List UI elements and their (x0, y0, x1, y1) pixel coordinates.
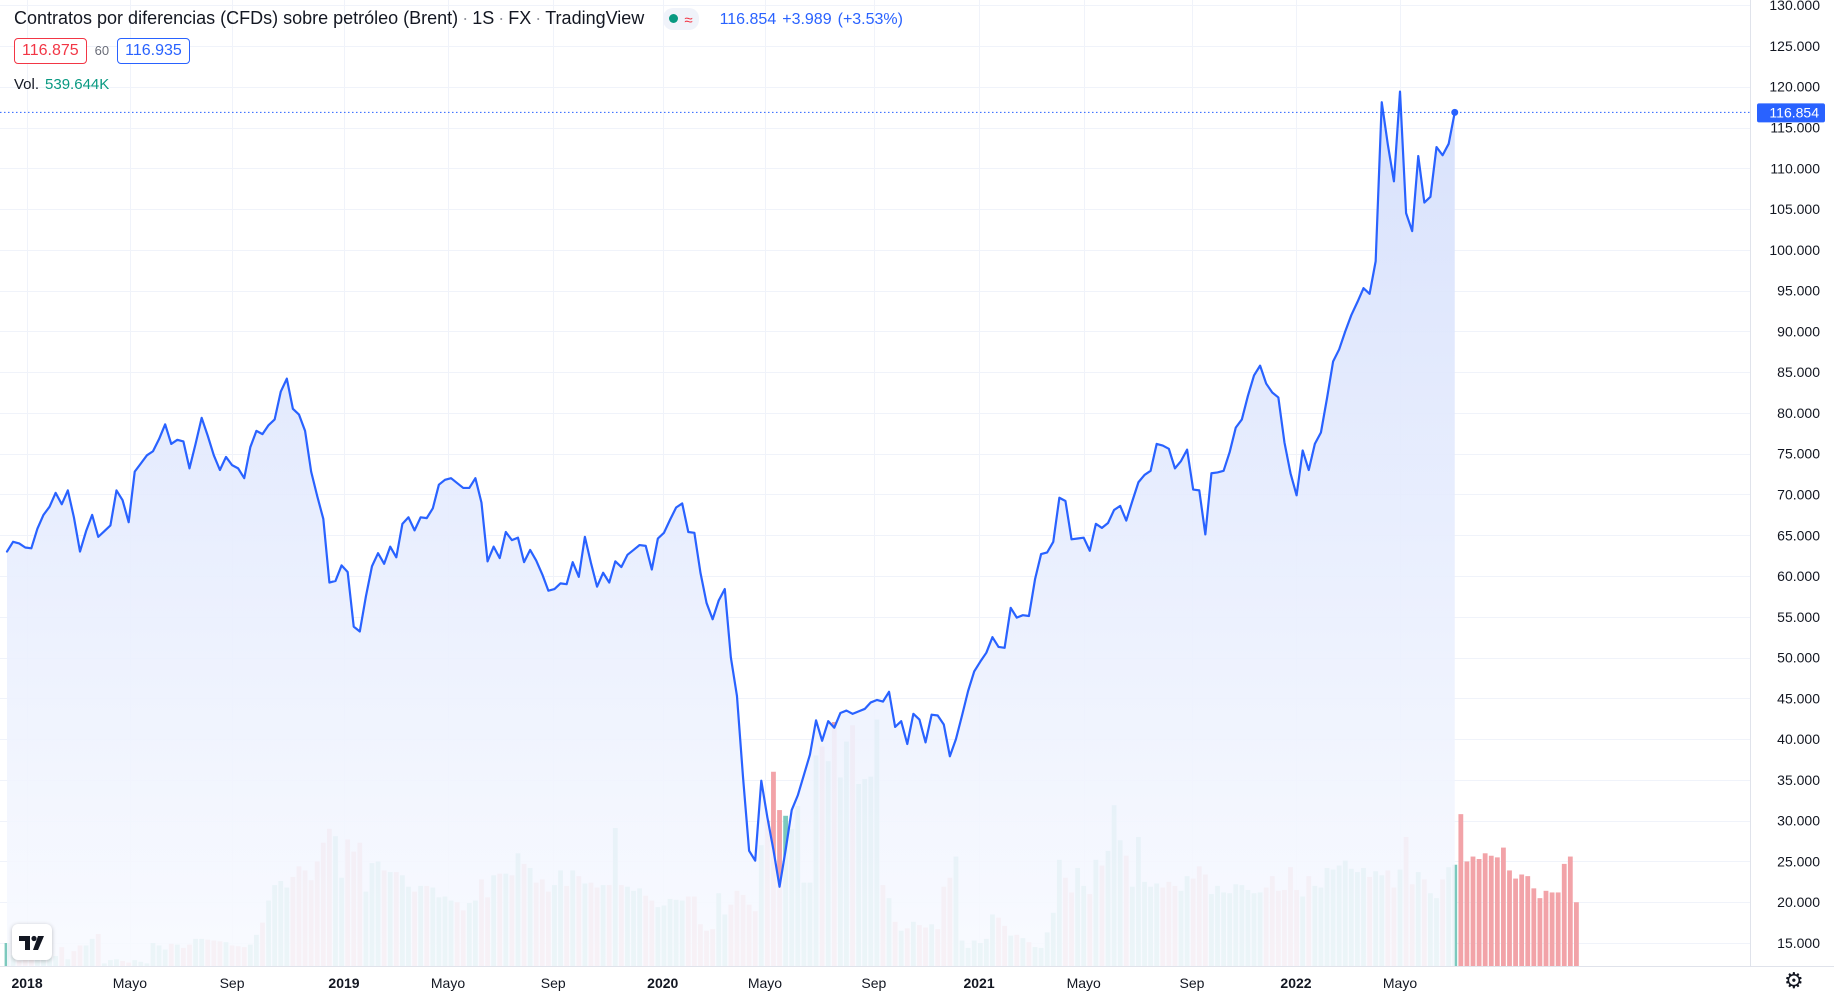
exchange-label: FX (508, 8, 532, 28)
price-axis-tick-label[interactable]: 105.000 (1769, 201, 1820, 217)
time-axis-tick-label[interactable]: Mayo (1067, 975, 1101, 991)
price-line (5, 90, 1456, 888)
volume-label[interactable]: Vol. (14, 76, 40, 93)
last-price: 116.854 (719, 11, 777, 28)
volume-bar (1458, 814, 1464, 966)
volume-bar (1494, 857, 1500, 966)
bid-ask-quotes: 116.875 60 116.935 (14, 38, 190, 64)
time-axis-tick-label[interactable]: 2018 (11, 975, 42, 991)
volume-bar (1531, 888, 1537, 966)
market-status-pill[interactable]: ≈ (663, 8, 699, 31)
time-axis[interactable]: 2018 Mayo Sep 2019 Mayo Sep 2020 Mayo Sep 2021 May… (11, 975, 1417, 991)
time-axis-tick-label[interactable]: Sep (541, 975, 566, 991)
price-axis-tick-label[interactable]: 40.000 (1777, 731, 1820, 747)
volume-bar (1476, 859, 1482, 966)
price-axis-tick-label[interactable]: 75.000 (1777, 446, 1820, 462)
provider-label: TradingView (545, 8, 645, 28)
price-change: +3.989 (782, 11, 832, 28)
interval-label[interactable]: 1S (472, 8, 495, 28)
price-axis-tick-label[interactable]: 35.000 (1777, 772, 1820, 788)
bid-price-button[interactable]: 116.875 (14, 38, 87, 64)
market-open-dot-icon (669, 14, 679, 24)
time-axis-tick-label[interactable]: Mayo (431, 975, 465, 991)
price-axis-tick-label[interactable]: 25.000 (1777, 853, 1820, 869)
price-axis-tick-label[interactable]: 45.000 (1777, 690, 1820, 706)
volume-bar (1482, 853, 1488, 966)
volume-bar (1543, 890, 1549, 966)
price-axis-tick-label[interactable]: 55.000 (1777, 609, 1820, 625)
volume-bar (1501, 847, 1506, 966)
time-axis-tick-label[interactable]: 2022 (1280, 975, 1311, 991)
time-axis-tick-label[interactable]: Mayo (748, 975, 782, 991)
volume-bar (1513, 878, 1518, 966)
price-axis-tick-label[interactable]: 70.000 (1777, 486, 1820, 502)
price-line-series (5, 90, 1459, 888)
time-axis-tick-label[interactable]: Sep (220, 975, 245, 991)
price-axis-tick-label[interactable]: 120.000 (1769, 79, 1820, 95)
price-axis-tick-label[interactable]: 110.000 (1770, 160, 1820, 176)
price-axis-tick-label[interactable]: 60.000 (1777, 568, 1820, 584)
tradingview-logo-icon (19, 935, 44, 950)
volume-bar (1567, 856, 1573, 966)
volume-bar (1488, 855, 1494, 966)
time-axis-tick-label[interactable]: 2020 (647, 975, 678, 991)
price-axis-tick-label[interactable]: 30.000 (1777, 813, 1820, 829)
time-axis-tick-label[interactable]: 2019 (328, 975, 359, 991)
price-axis-tick-label[interactable]: 95.000 (1777, 283, 1820, 299)
volume-bar (1574, 902, 1579, 966)
volume-bar (1470, 856, 1476, 966)
ask-price-button[interactable]: 116.935 (117, 38, 190, 64)
price-area (7, 91, 1455, 966)
price-axis-tick-label[interactable]: 15.000 (1777, 935, 1820, 951)
volume-value: 539.644K (45, 76, 110, 93)
price-change-percent: (+3.53%) (837, 11, 903, 28)
last-price-label: 116.854 (1757, 103, 1825, 123)
legend-separator: · (462, 8, 469, 28)
time-axis-tick-label[interactable]: 2021 (963, 975, 994, 991)
spread-value: 60 (94, 43, 110, 58)
volume-bar (1561, 863, 1567, 966)
chart-legend: Contratos por diferencias (CFDs) sobre p… (14, 8, 903, 31)
price-axis-tick-label[interactable]: 125.000 (1769, 38, 1820, 54)
price-axis[interactable]: 15.000 20.000 25.000 30.000 35.000 40.000 45.0… (1769, 0, 1820, 951)
volume-bar (1555, 892, 1561, 966)
legend-separator: · (535, 8, 542, 28)
volume-bar (1549, 892, 1555, 966)
time-axis-tick-label[interactable]: Mayo (1383, 975, 1417, 991)
price-axis-tick-label[interactable]: 80.000 (1777, 405, 1820, 421)
legend-separator: · (498, 8, 505, 28)
price-axis-tick-label[interactable]: 90.000 (1777, 323, 1820, 339)
last-price-label-text: 116.854 (1769, 104, 1819, 120)
price-axis-tick-label[interactable]: 50.000 (1777, 650, 1820, 666)
delayed-data-icon: ≈ (684, 12, 693, 30)
price-axis-tick-label[interactable]: 20.000 (1777, 894, 1820, 910)
price-axis-tick-label[interactable]: 115.000 (1770, 120, 1820, 136)
price-axis-tick-label[interactable]: 130.000 (1769, 0, 1820, 13)
volume-bar (1519, 874, 1525, 966)
tradingview-logo[interactable] (12, 924, 52, 960)
settings-gear-icon[interactable]: ⚙ (1784, 968, 1804, 993)
price-area-fill (7, 91, 1455, 966)
volume-legend: Vol. 539.644K (14, 76, 109, 93)
volume-bar (1464, 861, 1470, 966)
time-axis-tick-label[interactable]: Mayo (113, 975, 147, 991)
volume-bar (1537, 898, 1543, 966)
time-axis-tick-label[interactable]: Sep (1180, 975, 1205, 991)
last-price-label-box (1757, 103, 1825, 123)
time-axis-tick-label[interactable]: Sep (861, 975, 886, 991)
last-price-dot (1451, 108, 1459, 116)
price-axis-tick-label[interactable]: 100.000 (1769, 242, 1820, 258)
volume-bar (1507, 870, 1512, 966)
price-axis-tick-label[interactable]: 85.000 (1777, 364, 1820, 380)
price-axis-tick-label[interactable]: 65.000 (1777, 527, 1820, 543)
volume-bar (1525, 876, 1531, 966)
symbol-title[interactable]: Contratos por diferencias (CFDs) sobre p… (14, 8, 459, 28)
